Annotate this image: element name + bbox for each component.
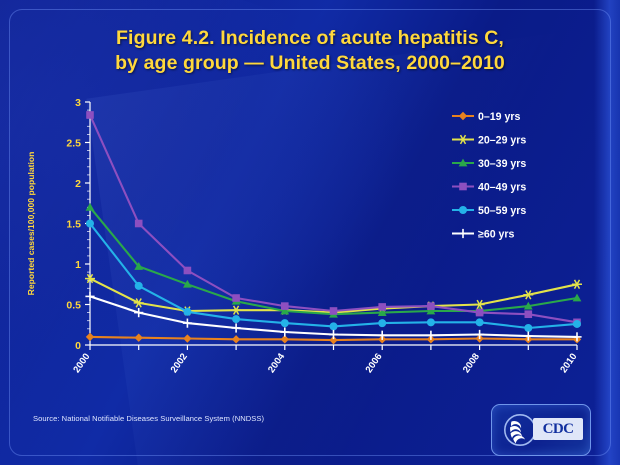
- data-point: [85, 202, 95, 211]
- data-point: [476, 299, 483, 310]
- data-point: [524, 310, 533, 319]
- data-point: [426, 306, 436, 315]
- data-point: [573, 319, 581, 328]
- cdc-wordmark-box: CDC: [533, 418, 583, 440]
- y-tick-label: 2: [75, 178, 81, 190]
- data-point: [525, 290, 532, 300]
- legend-label: 0–19 yrs: [478, 111, 521, 123]
- data-point: [458, 158, 468, 167]
- x-tick-label: 2002: [169, 351, 190, 375]
- legend-label: 50–59 yrs: [478, 205, 526, 217]
- data-point: [475, 308, 484, 317]
- x-tick-label: 2000: [71, 351, 92, 375]
- data-point: [183, 334, 192, 343]
- data-point: [134, 219, 143, 228]
- title-line-1: Figure 4.2. Incidence of acute hepatitis…: [116, 27, 504, 49]
- data-point: [378, 319, 387, 328]
- y-tick-label: 1: [75, 259, 81, 271]
- data-point: [231, 335, 241, 344]
- y-tick-label: 1.5: [66, 219, 81, 231]
- source-note: Source: National Notifiable Diseases Sur…: [33, 414, 265, 423]
- data-point: [85, 332, 95, 342]
- series-3: [85, 202, 582, 318]
- data-point: [524, 323, 533, 332]
- legend-label: 40–49 yrs: [478, 182, 526, 194]
- data-point: [183, 279, 192, 288]
- data-point: [427, 302, 435, 310]
- series-5: [86, 219, 581, 332]
- x-tick-label: 2004: [266, 351, 288, 375]
- data-point: [459, 206, 467, 214]
- data-point: [134, 262, 144, 270]
- legend-label: 20–29 yrs: [478, 135, 526, 147]
- line-chart: 00.511.522.53200020022004200620082010Yea…: [26, 97, 582, 375]
- data-point: [232, 305, 240, 315]
- cdc-logo: CDC: [491, 404, 591, 456]
- chart-legend: 0–19 yrs 20–29 yrs 30–39 yrs 40–49 yrs 50–59…: [452, 111, 526, 241]
- data-point: [572, 293, 582, 302]
- data-point: [459, 182, 467, 191]
- x-tick-label: 2006: [364, 351, 385, 375]
- data-point: [86, 111, 94, 119]
- x-tick-label: 2010: [558, 351, 579, 375]
- page-title: Figure 4.2. Incidence of acute hepatitis…: [0, 26, 620, 76]
- data-point: [232, 294, 240, 302]
- data-point: [426, 318, 435, 327]
- data-point: [86, 273, 94, 284]
- legend-label: 30–39 yrs: [478, 158, 526, 170]
- y-tick-label: 0: [75, 340, 81, 352]
- data-point: [280, 306, 290, 315]
- data-point: [86, 219, 94, 228]
- x-tick-label: 2008: [461, 351, 482, 375]
- data-point: [377, 308, 387, 316]
- data-point: [573, 279, 581, 289]
- data-point: [378, 303, 386, 311]
- data-point: [183, 266, 192, 275]
- data-point: [329, 322, 338, 331]
- data-point: [329, 307, 338, 315]
- data-point: [135, 298, 142, 308]
- title-line-2: by age group — United States, 2000–2010: [115, 52, 505, 74]
- data-point: [329, 335, 338, 345]
- series-6: [85, 291, 582, 342]
- data-point: [459, 134, 467, 145]
- data-point: [183, 307, 192, 316]
- y-tick-label: 0.5: [66, 300, 81, 312]
- data-point: [281, 302, 289, 310]
- data-point: [232, 315, 241, 324]
- data-point: [134, 281, 143, 290]
- data-point: [475, 318, 484, 327]
- data-point: [134, 333, 143, 342]
- data-point: [280, 319, 289, 328]
- data-point: [458, 111, 468, 121]
- y-tick-label: 2.5: [66, 138, 81, 150]
- data-point: [523, 301, 533, 310]
- y-tick-label: 3: [75, 97, 81, 109]
- data-point: [280, 335, 289, 344]
- cdc-wordmark: CDC: [542, 420, 574, 437]
- legend-label: ≥60 yrs: [478, 229, 515, 241]
- chart-area: 00.511.522.53200020022004200620082010Yea…: [0, 88, 620, 375]
- y-axis-title: Reported cases/100,000 population: [26, 152, 36, 296]
